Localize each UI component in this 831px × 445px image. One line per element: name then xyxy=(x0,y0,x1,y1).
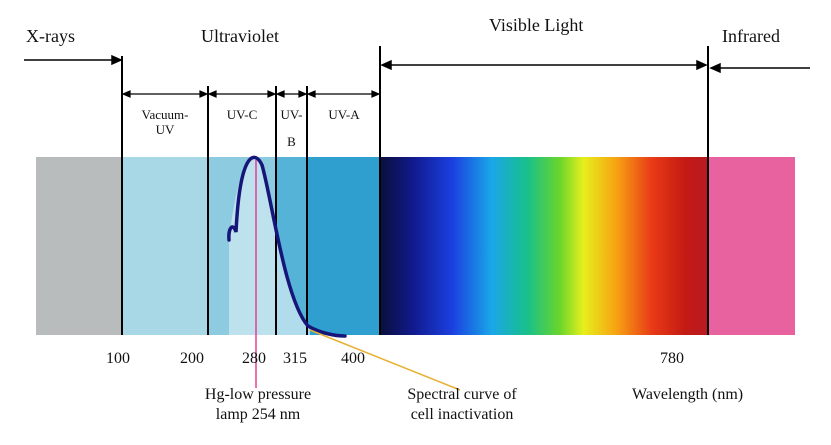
lamp-annotation: Hg-low pressure lamp 254 nm xyxy=(178,385,338,425)
tick-400: 400 xyxy=(341,350,365,367)
tick-200: 200 xyxy=(180,350,204,367)
uva-label: UV-A xyxy=(328,107,360,122)
vacuum-uv-label-line2: UV xyxy=(155,122,175,137)
infrared-band xyxy=(708,157,795,335)
tick-280: 280 xyxy=(242,350,266,367)
subband-arrows xyxy=(121,90,381,98)
tick-315: 315 xyxy=(283,350,307,367)
visible-light-label: Visible Light xyxy=(489,15,584,35)
inactivation-curve xyxy=(227,155,347,338)
ultraviolet-label: Ultraviolet xyxy=(201,26,279,46)
uva-band xyxy=(307,157,380,335)
vacuum-uv-label-line1: Vacuum- xyxy=(141,107,189,122)
curve-annotation-line1: Spectral curve of xyxy=(407,386,517,403)
visible-band xyxy=(380,157,708,335)
lamp-annotation-line2: lamp 254 nm xyxy=(215,406,301,423)
uvc-label: UV-C xyxy=(226,107,258,122)
xrays-label: X-rays xyxy=(26,26,75,46)
vacuum-uv-label: Vacuum- UV xyxy=(126,107,204,137)
band-boundaries xyxy=(121,46,709,335)
uvb-label: UV- B xyxy=(276,107,307,149)
vacuum-uv-band xyxy=(122,157,208,335)
uvb-label-line1: UV- xyxy=(280,107,303,122)
infrared-label: Infrared xyxy=(722,26,780,46)
tick-100: 100 xyxy=(106,350,130,367)
lamp-annotation-line1: Hg-low pressure xyxy=(204,386,312,403)
tick-780: 780 xyxy=(660,350,684,367)
uvb-label-line2: B xyxy=(287,134,296,149)
curve-annotation-line2: cell inactivation xyxy=(410,406,514,423)
xray-band xyxy=(36,157,122,335)
region-arrows xyxy=(24,54,810,74)
curve-annotation: Spectral curve of cell inactivation xyxy=(382,385,542,425)
wavelength-axis-label: Wavelength (nm) xyxy=(632,386,744,403)
curve-pointer-line xyxy=(309,329,461,391)
